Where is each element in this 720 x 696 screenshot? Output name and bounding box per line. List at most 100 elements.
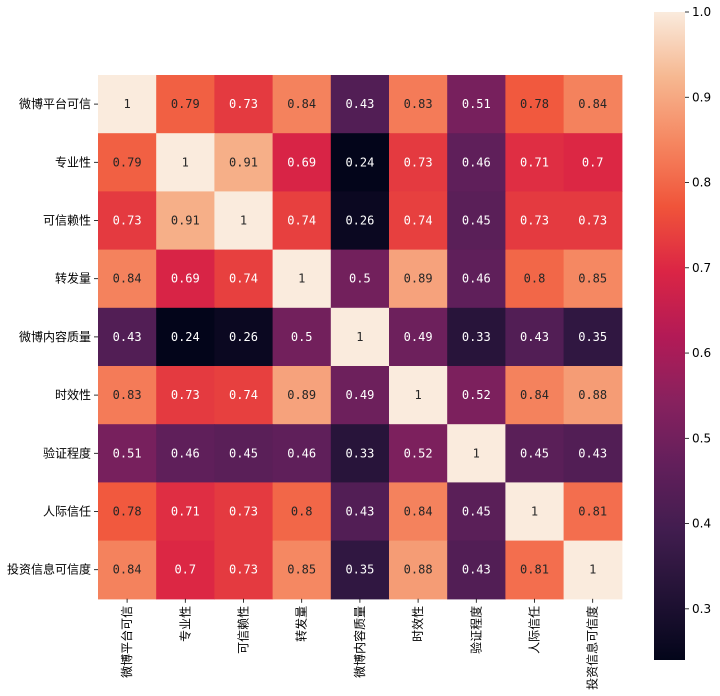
cell-value-label: 1 (356, 330, 363, 344)
cell-value-label: 0.71 (171, 505, 200, 519)
heatmap-cell (214, 482, 274, 542)
cell-value-label: 0.71 (520, 155, 549, 169)
cell-value-label: 0.45 (462, 214, 491, 228)
cell-value-label: 0.74 (404, 214, 433, 228)
y-tick-label: 人际信任 (43, 505, 91, 519)
cell-value-label: 0.73 (229, 97, 258, 111)
colorbar-tick-label: 0.8 (692, 176, 711, 190)
heatmap-cell (563, 133, 623, 192)
heatmap-cell (214, 424, 274, 483)
heatmap-cell (98, 366, 157, 425)
cell-value-label: 0.91 (171, 214, 200, 228)
cell-value-label: 0.33 (345, 446, 374, 460)
cell-value-label: 0.5 (349, 272, 371, 286)
cell-value-label: 0.88 (404, 563, 433, 577)
heatmap-cell (214, 191, 274, 251)
cell-value-label: 0.85 (287, 563, 316, 577)
heatmap-cell (505, 540, 565, 600)
cell-value-label: 0.89 (404, 272, 433, 286)
heatmap-cell (389, 540, 448, 600)
x-tick-label: 转发量 (294, 606, 309, 642)
cell-value-label: 0.49 (345, 388, 374, 402)
y-tick-label: 时效性 (55, 387, 91, 402)
heatmap-cell (330, 482, 390, 542)
x-tick-label: 微博平台可信 (119, 606, 134, 678)
y-tick-label: 专业性 (55, 154, 91, 169)
cell-value-label: 0.46 (462, 155, 491, 169)
heatmap-cell (447, 540, 506, 600)
heatmap-cell (505, 307, 565, 367)
heatmap-cell (563, 249, 623, 309)
heatmap-cell (98, 482, 157, 542)
heatmap-cell (156, 540, 215, 600)
cell-value-label: 0.69 (171, 272, 200, 286)
y-tick-label: 微博内容质量 (19, 329, 91, 344)
cell-value-label: 0.35 (345, 563, 374, 577)
cell-value-label: 0.73 (520, 214, 549, 228)
heatmap-cell (156, 249, 215, 309)
heatmap-cell (214, 366, 274, 425)
heatmap-cell (505, 366, 565, 425)
heatmap-cell (156, 75, 215, 134)
heatmap-cell (563, 540, 623, 600)
heatmap-cell (98, 307, 157, 367)
cell-value-label: 0.33 (462, 330, 491, 344)
heatmap-cell (447, 133, 506, 192)
x-tick-label: 微博内容质量 (352, 606, 367, 678)
colorbar-tick-label: 0.9 (692, 90, 711, 104)
heatmap-cell (272, 191, 332, 251)
colorbar-ticks: 0.3 0.4 0.5 0.6 0.7 0.8 0.9 1.0 (685, 5, 711, 616)
cell-value-label: 1 (414, 388, 421, 402)
cell-value-label: 0.7 (174, 563, 196, 577)
heatmap-cell (330, 191, 390, 251)
cell-value-label: 0.26 (229, 330, 258, 344)
cell-value-label: 1 (589, 563, 596, 577)
colorbar-tick-label: 0.6 (692, 346, 711, 360)
heatmap-cell (272, 307, 332, 367)
heatmap-cell (389, 307, 448, 367)
heatmap-cell (447, 424, 506, 483)
heatmap-cell (447, 366, 506, 425)
cell-value-label: 0.74 (229, 388, 258, 402)
cell-value-label: 0.81 (520, 563, 549, 577)
x-tick-label: 可信赖性 (237, 606, 251, 654)
cell-value-label: 0.78 (113, 505, 142, 519)
cell-value-label: 0.91 (229, 155, 258, 169)
heatmap-cell (98, 540, 157, 600)
cell-value-label: 1 (473, 446, 480, 460)
y-tick-label: 投资信息可信度 (7, 562, 91, 577)
heatmap-cell (214, 75, 274, 134)
x-tick-label: 人际信任 (528, 606, 542, 654)
colorbar-tick-label: 0.3 (692, 602, 711, 616)
cell-value-label: 0.52 (404, 446, 433, 460)
heatmap-cell (563, 191, 623, 251)
heatmap-cell (156, 307, 215, 367)
heatmap-cell (447, 249, 506, 309)
cell-value-label: 0.43 (345, 97, 374, 111)
heatmap-cell (330, 366, 390, 425)
colorbar-tick-label: 0.4 (692, 517, 711, 531)
cell-value-label: 1 (240, 214, 247, 228)
colorbar-tick-label: 0.7 (692, 261, 711, 275)
heatmap-cell (330, 133, 390, 192)
heatmap-cell (98, 133, 157, 192)
cell-value-label: 0.49 (404, 330, 433, 344)
heatmap-cells: 1 0.79 0.73 0.84 0.43 0.83 0.51 0.78 0.840.79 1 0.… (98, 75, 623, 600)
cell-value-label: 0.81 (578, 505, 607, 519)
cell-value-label: 0.8 (291, 505, 313, 519)
heatmap-cell (389, 249, 448, 309)
cell-value-label: 0.8 (524, 272, 546, 286)
cell-value-label: 0.26 (345, 214, 374, 228)
heatmap-cell (563, 482, 623, 542)
cell-value-label: 0.45 (229, 446, 258, 460)
heatmap-cell (272, 75, 332, 134)
heatmap-cell (156, 133, 215, 192)
cell-value-label: 0.73 (113, 214, 142, 228)
y-tick-label: 可信赖性 (43, 214, 91, 228)
cell-value-label: 0.83 (404, 97, 433, 111)
colorbar (654, 12, 685, 660)
cell-value-label: 0.43 (462, 563, 491, 577)
heatmap-cell (156, 482, 215, 542)
